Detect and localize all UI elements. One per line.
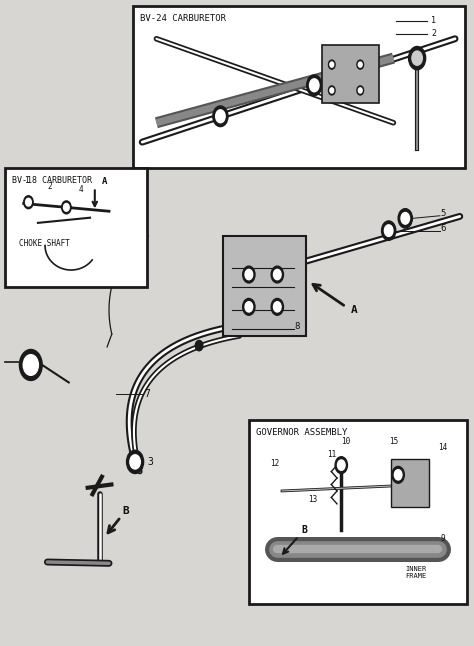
Circle shape [273, 269, 281, 280]
Text: 15: 15 [389, 437, 398, 446]
Text: CHOKE SHAFT: CHOKE SHAFT [19, 239, 70, 248]
Circle shape [62, 201, 71, 214]
Text: BV-18 CARBURETOR: BV-18 CARBURETOR [12, 176, 92, 185]
Text: INNER
FRAME: INNER FRAME [405, 567, 427, 579]
Bar [5, 168, 147, 287]
Text: 1: 1 [24, 176, 28, 185]
Bar [249, 420, 467, 604]
Text: 10: 10 [341, 437, 351, 446]
Text: GOVERNOR ASSEMBLY: GOVERNOR ASSEMBLY [256, 428, 347, 437]
Circle shape [358, 62, 362, 67]
Bar [223, 236, 306, 336]
Circle shape [245, 302, 253, 312]
Text: 12: 12 [270, 459, 280, 468]
Circle shape [273, 302, 281, 312]
Circle shape [328, 60, 335, 69]
Bar [391, 459, 429, 507]
Circle shape [357, 86, 364, 95]
Circle shape [330, 62, 334, 67]
Circle shape [271, 266, 283, 283]
Circle shape [328, 86, 335, 95]
Text: 8: 8 [294, 322, 299, 331]
Circle shape [243, 298, 255, 315]
Bar [322, 45, 379, 103]
Circle shape [19, 349, 42, 380]
Text: 6: 6 [441, 224, 446, 233]
Text: 3: 3 [147, 457, 153, 467]
Circle shape [213, 106, 228, 127]
Text: A: A [351, 306, 357, 315]
Circle shape [358, 88, 362, 93]
Circle shape [307, 75, 322, 96]
Circle shape [357, 60, 364, 69]
Circle shape [384, 225, 393, 236]
Text: 14: 14 [438, 443, 448, 452]
Circle shape [412, 51, 422, 65]
Circle shape [23, 355, 38, 375]
Text: 11: 11 [327, 450, 337, 459]
Text: 7: 7 [145, 390, 150, 399]
Circle shape [195, 340, 203, 351]
Circle shape [398, 209, 412, 228]
Circle shape [271, 298, 283, 315]
Text: 9: 9 [441, 534, 446, 543]
Text: B: B [122, 506, 129, 516]
Circle shape [24, 196, 33, 209]
Circle shape [330, 88, 334, 93]
Text: 2: 2 [431, 29, 437, 38]
Circle shape [382, 221, 396, 240]
Text: B: B [301, 525, 307, 535]
Circle shape [392, 466, 404, 483]
Bar [133, 6, 465, 168]
Text: BV-24 CARBURETOR: BV-24 CARBURETOR [140, 14, 226, 23]
Text: A: A [102, 177, 107, 186]
Circle shape [337, 460, 345, 470]
Circle shape [130, 455, 140, 469]
Text: 2: 2 [47, 182, 52, 191]
Circle shape [64, 203, 69, 211]
Circle shape [401, 213, 410, 224]
Circle shape [409, 47, 426, 70]
Circle shape [26, 198, 31, 206]
Text: 5: 5 [441, 209, 446, 218]
Text: 13: 13 [308, 495, 318, 504]
Circle shape [335, 457, 347, 474]
Circle shape [245, 269, 253, 280]
Circle shape [394, 470, 402, 480]
Text: 1: 1 [431, 16, 437, 25]
Circle shape [310, 79, 319, 92]
Circle shape [216, 110, 225, 123]
Text: 4: 4 [78, 185, 83, 194]
Circle shape [127, 450, 144, 474]
Circle shape [243, 266, 255, 283]
